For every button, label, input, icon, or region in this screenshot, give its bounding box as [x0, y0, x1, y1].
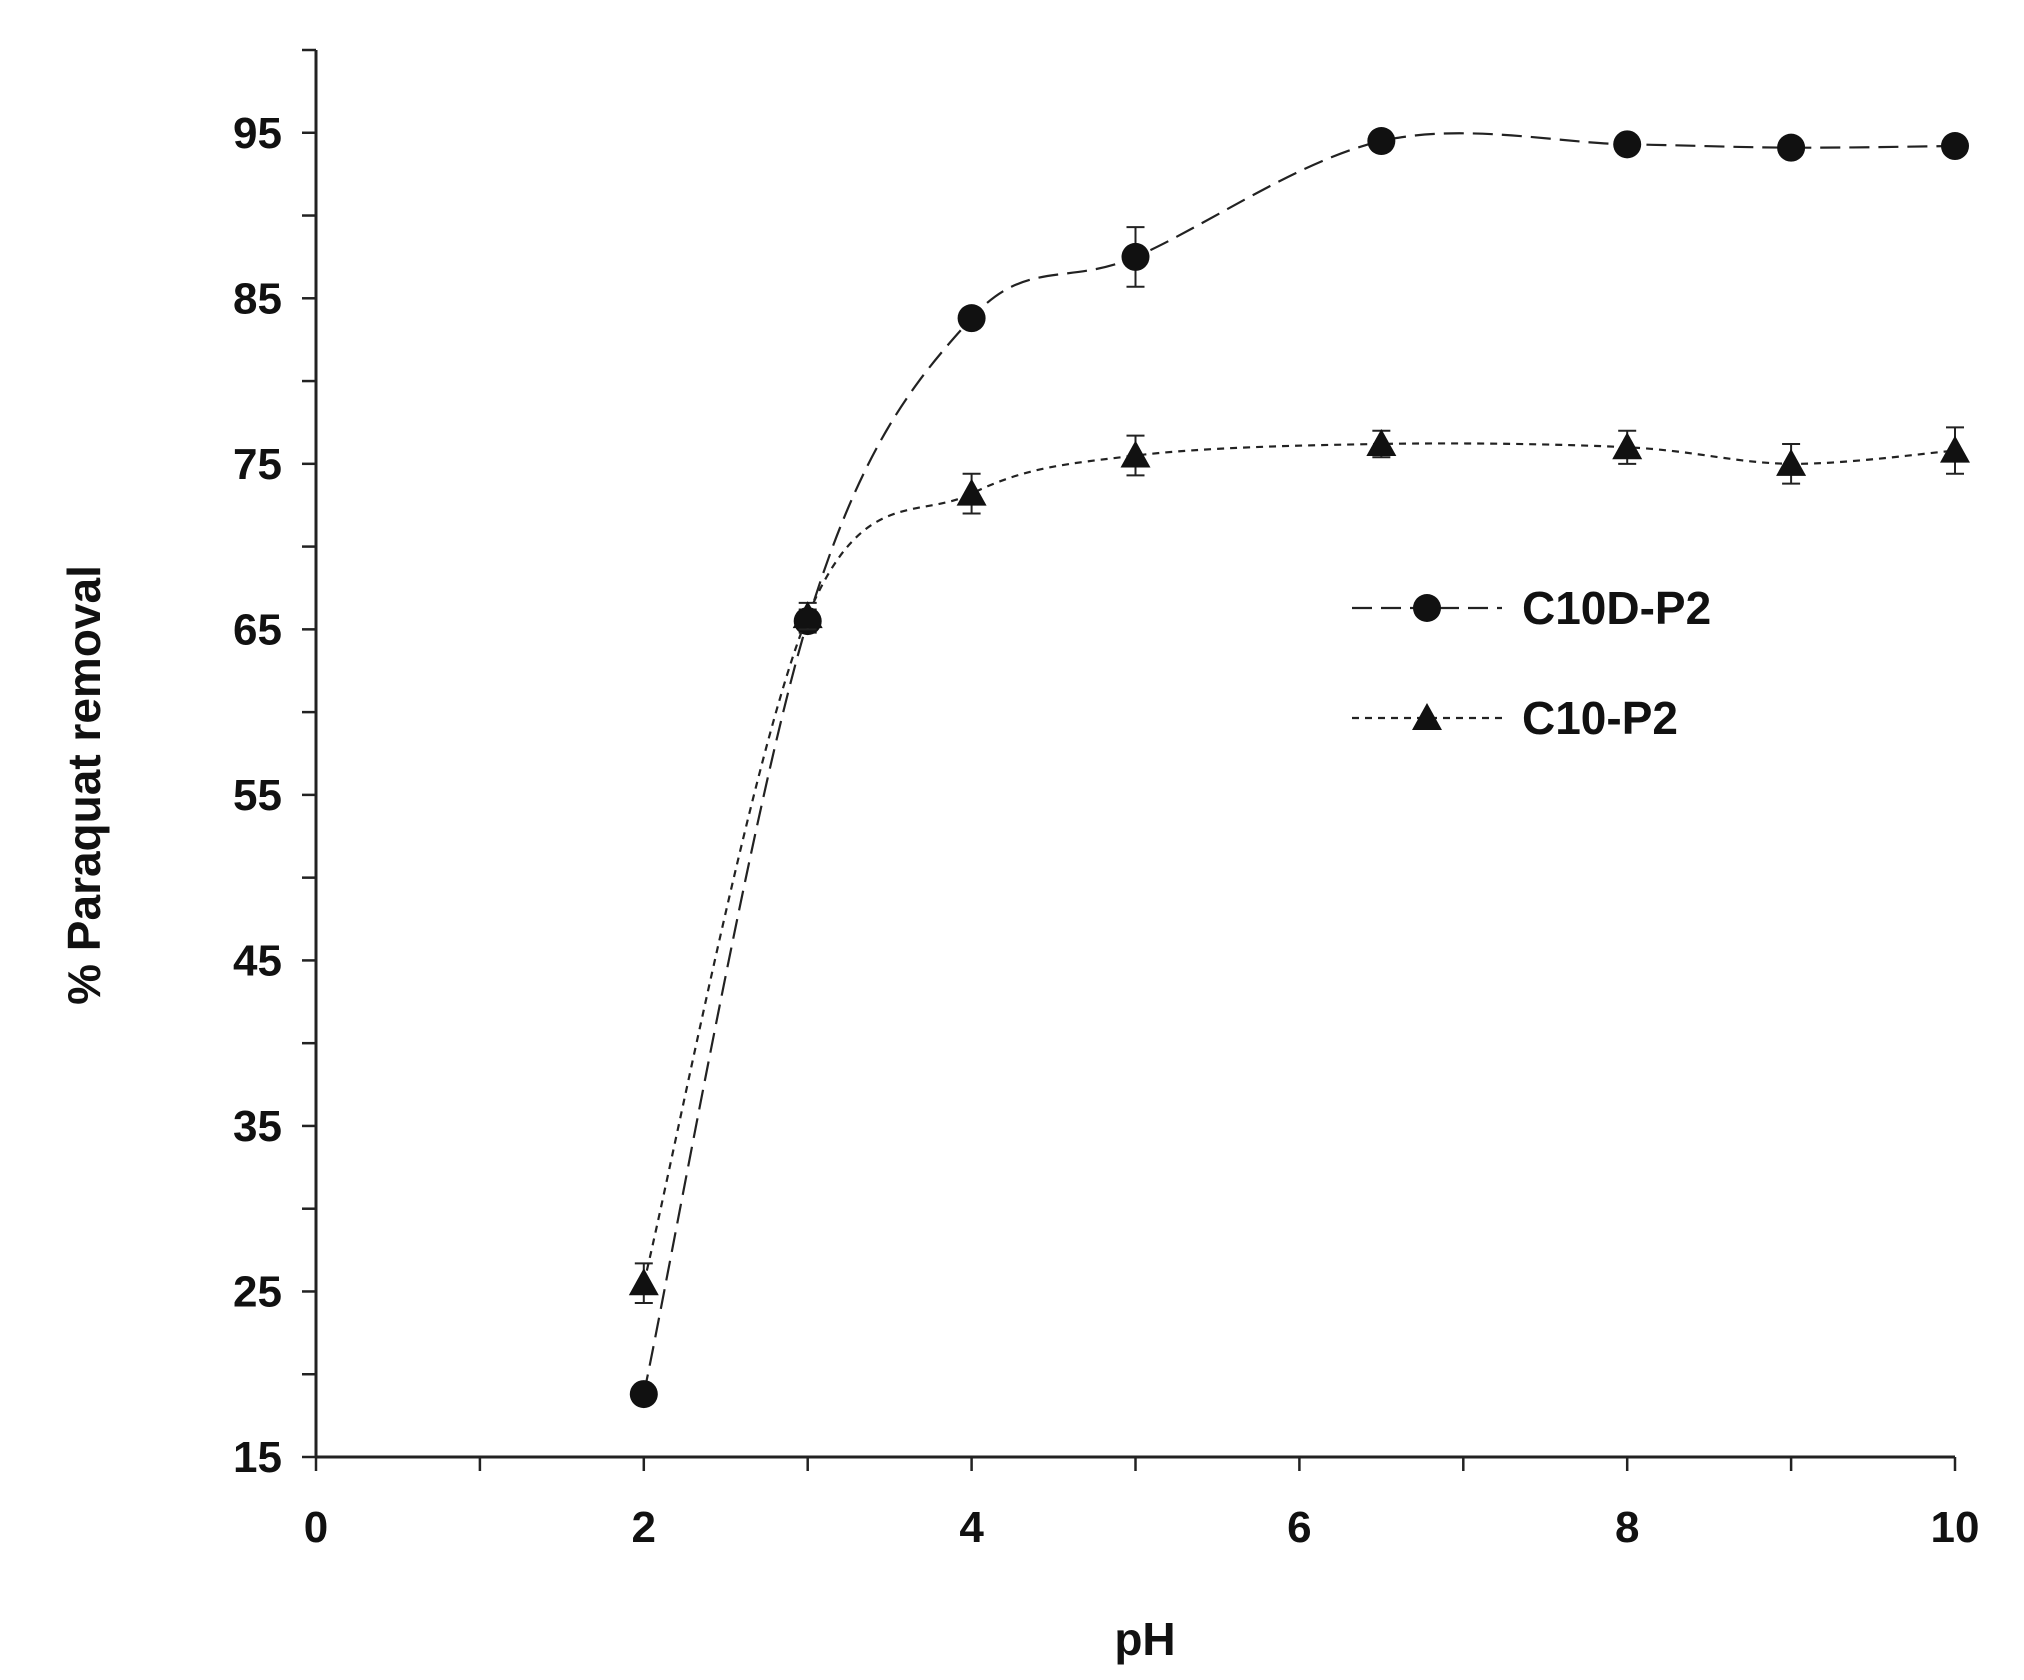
x-tick-label: 10 [1931, 1503, 1980, 1552]
legend-label: C10-P2 [1522, 692, 1678, 744]
data-point [1613, 130, 1642, 159]
data-point [1776, 448, 1807, 476]
x-tick-label: 4 [959, 1503, 984, 1552]
data-point [1940, 435, 1970, 463]
data-point [957, 304, 986, 333]
x-tick-label: 0 [304, 1503, 328, 1552]
data-point [1612, 432, 1643, 460]
y-tick-label: 35 [233, 1102, 282, 1151]
x-axis-title: pH [1114, 1613, 1175, 1665]
data-point [1367, 127, 1396, 156]
data-point [628, 1268, 659, 1296]
legend-entry-c10d-p2: C10D-P2 [1352, 582, 1711, 634]
y-tick-label: 45 [233, 936, 282, 985]
y-axis-title: % Paraquat removal [58, 565, 110, 1005]
y-tick-label: 85 [233, 274, 282, 323]
legend-marker [1412, 703, 1442, 730]
series-line [642, 442, 1956, 1284]
data-point [1941, 132, 1969, 161]
data-point [1366, 428, 1397, 456]
series-layer [628, 127, 1970, 1409]
data-point [1121, 242, 1150, 271]
data-point [1777, 133, 1806, 162]
data-point [956, 478, 987, 506]
x-tick-label: 8 [1615, 1503, 1639, 1552]
y-tick-label: 65 [233, 605, 282, 654]
data-point [792, 601, 823, 629]
series-c10d-p2 [629, 127, 1969, 1409]
legend-marker [1413, 594, 1441, 622]
legend-entry-c10-p2: C10-P2 [1352, 692, 1678, 744]
y-tick-label: 25 [233, 1267, 282, 1316]
x-tick-label: 2 [632, 1503, 656, 1552]
series-line [642, 132, 1956, 1395]
y-tick-label: 95 [233, 109, 282, 158]
y-tick-label: 75 [233, 440, 282, 489]
data-point [629, 1380, 658, 1409]
legend: C10D-P2 C10-P2 [1352, 582, 1711, 744]
data-point [1120, 440, 1151, 468]
y-tick-label: 55 [233, 771, 282, 820]
axes: 15 25 35 45 55 65 75 85 95 0 2 4 6 8 10 [233, 48, 1980, 1552]
series-c10-p2 [628, 426, 1970, 1305]
legend-label: C10D-P2 [1522, 582, 1711, 634]
y-tick-label: 15 [233, 1433, 282, 1482]
x-tick-label: 6 [1287, 1503, 1311, 1552]
